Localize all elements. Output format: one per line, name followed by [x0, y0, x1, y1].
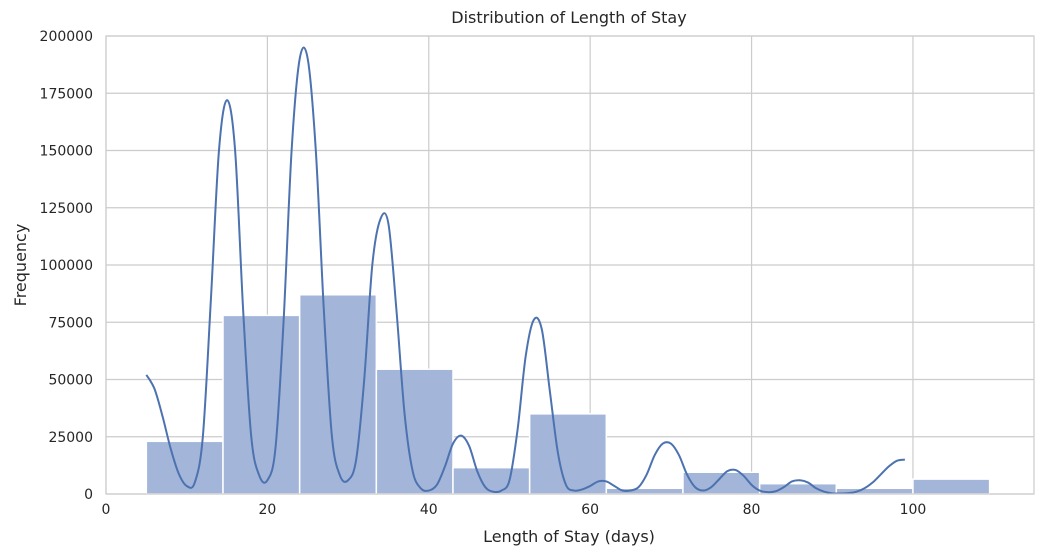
x-tick-label: 60	[581, 502, 599, 518]
x-tick-label: 0	[102, 502, 111, 518]
x-tick-label: 40	[420, 502, 438, 518]
histogram-bar	[298, 294, 378, 495]
y-tick-label: 75000	[48, 315, 93, 331]
histogram-bar	[145, 440, 224, 495]
kde-layer	[145, 46, 905, 495]
y-tick-label: 125000	[40, 201, 93, 217]
y-tick-label: 200000	[40, 29, 93, 45]
y-tick-label: 50000	[48, 373, 93, 389]
y-tick-label: 150000	[40, 144, 93, 160]
chart-title: Distribution of Length of Stay	[451, 8, 686, 27]
x-tick-label: 80	[743, 502, 761, 518]
y-axis-label: Frequency	[11, 224, 30, 307]
y-tick-label: 25000	[48, 430, 93, 446]
histogram-bar	[222, 314, 301, 495]
kde-line	[145, 46, 905, 495]
histogram-bar	[912, 478, 991, 495]
x-tick-label: 20	[258, 502, 276, 518]
grid-layer	[105, 35, 1034, 495]
y-tick-label: 0	[84, 487, 93, 503]
histogram-bar	[375, 368, 454, 495]
histogram-bar	[452, 466, 531, 495]
x-tick-label: 100	[900, 502, 927, 518]
x-tick-labels: 0 20 40 60 80 100	[102, 502, 927, 518]
x-axis-label: Length of Stay (days)	[483, 527, 655, 546]
y-tick-label: 175000	[40, 86, 93, 102]
y-tick-label: 100000	[40, 258, 93, 274]
y-tick-labels: 0 25000 50000 75000 100000 125000 150000 175000…	[40, 29, 93, 503]
plot-frame	[105, 35, 1035, 495]
